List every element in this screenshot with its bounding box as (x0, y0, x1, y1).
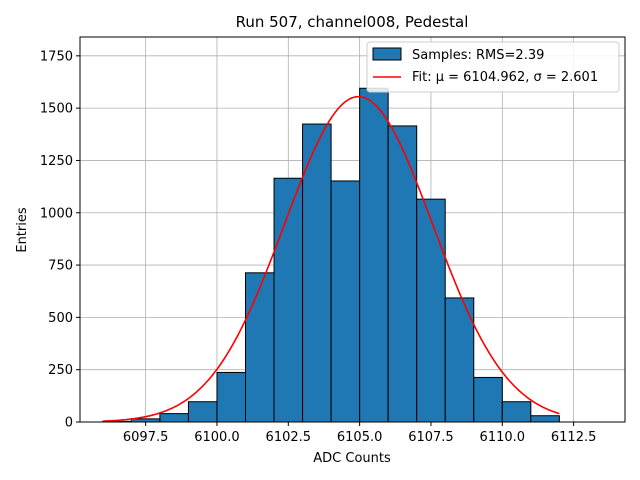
legend: Samples: RMS=2.39 Fit: μ = 6104.962, σ =… (366, 41, 620, 93)
x-tick-label-4: 6107.5 (408, 430, 454, 445)
x-tick-label-3: 6105.0 (337, 430, 383, 445)
y-axis-ticks: 0 250 500 750 1000 1250 1500 1750 (40, 49, 80, 431)
x-axis-ticks: 6097.5 6100.0 6102.5 6105.0 6107.5 6110.0 6112… (123, 422, 597, 445)
x-axis-label: ADC Counts (313, 451, 391, 466)
x-tick-label-0: 6097.5 (123, 430, 169, 445)
y-tick-label-4: 1000 (40, 206, 73, 221)
legend-frame (366, 41, 620, 93)
legend-label-fit: Fit: μ = 6104.962, σ = 2.601 (412, 70, 598, 85)
x-tick-label-5: 6110.0 (480, 430, 526, 445)
y-tick-label-5: 1250 (40, 154, 73, 169)
gaussian-fit-curve (102, 95, 560, 422)
y-axis-label: Entries (15, 207, 30, 253)
y-tick-label-2: 500 (48, 311, 73, 326)
histogram-bar-13 (473, 376, 503, 423)
y-tick-label-1: 250 (48, 363, 73, 378)
histogram-bar-9 (359, 87, 389, 423)
histogram-bar-2 (159, 413, 189, 423)
y-tick-label-0: 0 (65, 416, 73, 431)
y-tick-label-7: 1750 (40, 49, 73, 64)
x-tick-label-1: 6100.0 (194, 430, 240, 445)
y-tick-label-6: 1500 (40, 102, 73, 117)
fit-curve-group (102, 95, 560, 422)
x-tick-label-2: 6102.5 (266, 430, 312, 445)
histogram-bar-11 (416, 198, 446, 423)
histogram-bar-3 (187, 401, 218, 423)
histogram-bar-8 (330, 180, 361, 423)
histogram-bar-14 (501, 401, 532, 423)
chart-title: Run 507, channel008, Pedestal (236, 13, 469, 31)
histogram-bar-15 (530, 415, 560, 423)
legend-label-samples: Samples: RMS=2.39 (412, 48, 544, 63)
histogram-bar-5 (244, 272, 275, 423)
y-tick-label-3: 750 (48, 259, 73, 274)
legend-patch-samples (372, 47, 402, 61)
plot-area-frame (79, 36, 626, 423)
histogram-bar-4 (216, 371, 246, 423)
histogram-bar-7 (302, 123, 332, 423)
x-tick-label-6: 6112.5 (551, 430, 597, 445)
